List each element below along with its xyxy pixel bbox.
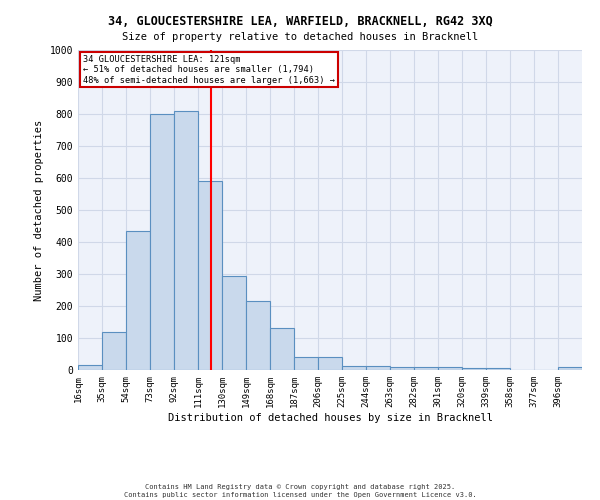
Bar bbox=[438, 368, 462, 370]
Bar bbox=[198, 181, 222, 370]
Bar bbox=[270, 328, 294, 370]
Bar bbox=[150, 114, 174, 370]
Text: 34 GLOUCESTERSHIRE LEA: 121sqm
← 51% of detached houses are smaller (1,794)
48% : 34 GLOUCESTERSHIRE LEA: 121sqm ← 51% of … bbox=[83, 55, 335, 84]
Bar bbox=[78, 365, 102, 370]
Bar bbox=[414, 368, 438, 370]
X-axis label: Distribution of detached houses by size in Bracknell: Distribution of detached houses by size … bbox=[167, 412, 493, 422]
Bar bbox=[174, 111, 198, 370]
Bar bbox=[462, 368, 486, 370]
Bar bbox=[102, 332, 126, 370]
Bar bbox=[366, 366, 390, 370]
Bar bbox=[318, 356, 342, 370]
Text: Size of property relative to detached houses in Bracknell: Size of property relative to detached ho… bbox=[122, 32, 478, 42]
Bar bbox=[390, 368, 414, 370]
Bar bbox=[486, 368, 510, 370]
Text: Contains HM Land Registry data © Crown copyright and database right 2025.
Contai: Contains HM Land Registry data © Crown c… bbox=[124, 484, 476, 498]
Bar bbox=[294, 356, 318, 370]
Y-axis label: Number of detached properties: Number of detached properties bbox=[34, 120, 44, 300]
Bar bbox=[246, 301, 270, 370]
Bar bbox=[222, 276, 246, 370]
Text: 34, GLOUCESTERSHIRE LEA, WARFIELD, BRACKNELL, RG42 3XQ: 34, GLOUCESTERSHIRE LEA, WARFIELD, BRACK… bbox=[107, 15, 493, 28]
Bar bbox=[342, 366, 366, 370]
Bar bbox=[558, 368, 582, 370]
Bar bbox=[126, 231, 150, 370]
